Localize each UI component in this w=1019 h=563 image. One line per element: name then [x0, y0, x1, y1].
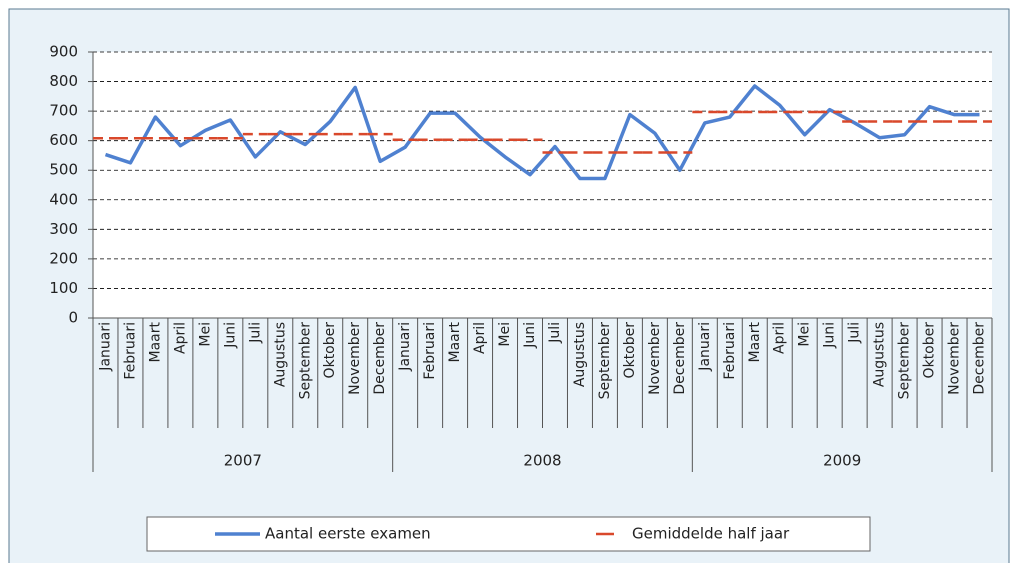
x-tick-label: Juli: [847, 322, 863, 344]
y-tick-label: 300: [49, 220, 78, 238]
x-tick-label: Augustus: [872, 322, 888, 387]
x-tick-label: Juni: [822, 322, 838, 349]
legend-label: Gemiddelde half jaar: [632, 525, 790, 543]
x-tick-label: Mei: [197, 322, 213, 347]
x-tick-label: November: [647, 322, 663, 395]
x-tick-label: Maart: [747, 321, 763, 362]
x-tick-label: September: [597, 322, 613, 400]
y-tick-label: 600: [49, 131, 78, 149]
x-tick-label: Februari: [722, 322, 738, 380]
y-tick-label: 500: [49, 161, 78, 179]
group-label: 2009: [823, 452, 861, 470]
group-label: 2007: [224, 452, 262, 470]
group-label: 2008: [523, 452, 561, 470]
x-tick-label: December: [672, 322, 688, 395]
x-tick-label: Juli: [247, 322, 263, 344]
x-tick-label: Januari: [697, 322, 713, 372]
x-tick-label: Maart: [147, 321, 163, 362]
x-tick-label: Februari: [422, 322, 438, 380]
x-tick-label: Mei: [797, 322, 813, 347]
x-tick-label: Augustus: [572, 322, 588, 387]
x-tick-label: April: [472, 322, 488, 354]
x-tick-label: November: [347, 322, 363, 395]
plot-area: [93, 52, 992, 318]
x-tick-label: Juli: [547, 322, 563, 344]
x-tick-label: September: [897, 322, 913, 400]
x-tick-label: April: [772, 322, 788, 354]
x-tick-label: Oktober: [622, 322, 638, 379]
legend-box: [146, 516, 871, 552]
x-tick-label: Juni: [222, 322, 238, 349]
x-tick-label: Juni: [522, 322, 538, 349]
y-tick-label: 100: [49, 279, 78, 297]
x-tick-label: Maart: [447, 321, 463, 362]
y-tick-label: 800: [49, 72, 78, 90]
x-tick-label: Augustus: [272, 322, 288, 387]
x-tick-label: April: [172, 322, 188, 354]
x-tick-label: Oktober: [322, 322, 338, 379]
x-tick-label: November: [947, 322, 963, 395]
y-tick-label: 200: [49, 249, 78, 267]
x-tick-label: Oktober: [922, 322, 938, 379]
x-tick-label: Februari: [122, 322, 138, 380]
x-tick-label: December: [972, 322, 988, 395]
x-tick-label: Januari: [97, 322, 113, 372]
x-tick-label: Januari: [397, 322, 413, 372]
y-tick-label: 900: [49, 43, 78, 61]
y-tick-label: 700: [49, 102, 78, 120]
legend-label: Aantal eerste examen: [265, 525, 431, 543]
x-tick-label: December: [372, 322, 388, 395]
y-tick-label: 0: [68, 309, 78, 327]
y-tick-label: 400: [49, 190, 78, 208]
x-tick-label: Mei: [497, 322, 513, 347]
x-tick-label: September: [297, 322, 313, 400]
